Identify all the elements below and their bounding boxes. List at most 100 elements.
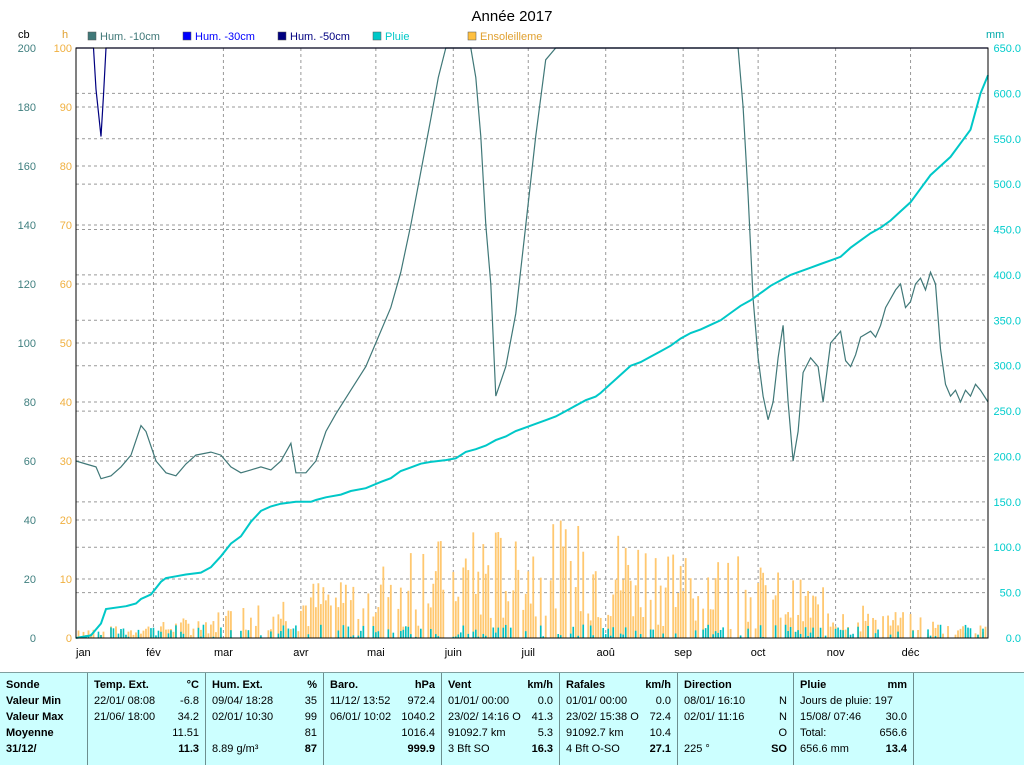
sunshine-bar xyxy=(289,629,292,638)
rain-bar xyxy=(127,636,130,638)
right-unit: mm xyxy=(986,29,1004,41)
sunshine-bar xyxy=(899,617,902,638)
rain-bar xyxy=(400,631,402,638)
hum-max-val: 99 xyxy=(304,711,317,723)
rain-bar xyxy=(982,628,984,638)
col-direction: Direction 08/01/ 16:10 N 02/01/ 11:16 N O … xyxy=(678,673,794,765)
sunshine-bar xyxy=(532,556,535,638)
y-left2-tick-label: 30 xyxy=(60,456,72,468)
sunshine-bar xyxy=(599,617,602,638)
sunshine-bar xyxy=(474,594,477,638)
vent-current: 16.3 xyxy=(531,743,553,755)
x-tick-label: oct xyxy=(751,647,766,659)
raf-max-date: 23/02/ 15:38 O xyxy=(566,711,639,723)
sunshine-bar xyxy=(147,626,150,638)
rain-bar xyxy=(837,627,839,638)
sunshine-bar xyxy=(894,612,897,638)
legend-label: Hum. -50cm xyxy=(290,31,350,43)
sunshine-bar xyxy=(190,635,192,638)
sunshine-bar xyxy=(217,612,220,638)
rain-bar xyxy=(662,633,664,638)
sunshine-bar xyxy=(617,535,620,638)
rain-bar xyxy=(430,629,432,638)
y-left2-tick-label: 90 xyxy=(60,102,72,114)
legend-swatch xyxy=(372,31,382,41)
rain-bar xyxy=(569,633,572,638)
y-right-tick-label: 650.0 xyxy=(993,43,1021,55)
rain-bar xyxy=(789,627,792,638)
sunshine-bar xyxy=(862,605,864,638)
sunshine-bar xyxy=(902,612,904,638)
rain-bar xyxy=(282,625,285,638)
y-left2-tick-label: 10 xyxy=(60,574,72,586)
rain-bar xyxy=(175,625,177,638)
rain-bar xyxy=(849,634,852,638)
sunshine-bar xyxy=(242,608,245,638)
rain-bar xyxy=(847,627,849,638)
rain-bar xyxy=(277,633,280,638)
y-right-tick-label: 0.0 xyxy=(1006,633,1021,645)
rain-bar xyxy=(717,632,719,638)
y-right-tick-label: 450.0 xyxy=(993,225,1021,237)
rain-bar xyxy=(392,632,395,638)
sunshine-bar xyxy=(145,628,147,638)
col-sonde: Sonde Valeur Min Valeur Max Moyenne 31/1… xyxy=(0,673,88,765)
rain-bar xyxy=(87,636,90,638)
sunshine-bar xyxy=(712,609,715,638)
sunshine-bar xyxy=(304,605,307,638)
y-left1-tick-label: 0 xyxy=(30,633,36,645)
pluie-title: Pluie xyxy=(800,679,827,691)
rain-bar xyxy=(337,630,340,638)
sunshine-bar xyxy=(632,616,635,638)
dir-title: Direction xyxy=(684,679,732,691)
dir-current: SO xyxy=(771,743,787,755)
sonde-date: 31/12/ xyxy=(6,743,37,755)
rain-bar xyxy=(459,632,462,638)
rain-bar xyxy=(967,627,969,638)
sunshine-bar xyxy=(334,597,337,638)
rain-bar xyxy=(604,634,607,638)
sunshine-bar xyxy=(947,626,949,638)
sunshine-bar xyxy=(324,600,327,638)
plot-frame xyxy=(75,47,989,639)
sunshine-bar xyxy=(609,616,612,638)
sunshine-bar xyxy=(549,580,552,638)
rain-bar xyxy=(619,633,622,638)
sunshine-bar xyxy=(959,628,962,638)
rain-bar xyxy=(612,627,615,638)
rain-bar xyxy=(834,628,837,638)
sunshine-bar xyxy=(774,595,777,638)
rain-bar xyxy=(712,634,714,638)
vent-max-date: 23/02/ 14:16 O xyxy=(448,711,521,723)
rain-bar xyxy=(572,626,575,638)
rain-bar xyxy=(592,635,595,638)
sunshine-bar xyxy=(714,578,717,638)
rain-bar xyxy=(155,635,157,638)
y-left1-tick-label: 60 xyxy=(24,456,36,468)
rain-bar xyxy=(964,624,967,638)
sunshine-bar xyxy=(344,584,347,638)
rain-bar xyxy=(787,630,789,638)
sunshine-bar xyxy=(684,558,687,638)
baro-min-val: 972.4 xyxy=(407,695,435,707)
rain-bar xyxy=(212,636,215,638)
sunshine-bar xyxy=(115,626,117,638)
sunshine-bar xyxy=(562,546,565,638)
sunshine-bar xyxy=(909,614,912,638)
sunshine-bar xyxy=(312,583,315,638)
sunshine-bar xyxy=(787,612,790,638)
rain-bar xyxy=(407,626,410,638)
legend: Hum. -10cm Hum. -30cm Hum. -50cm Pluie Ensol… xyxy=(87,31,542,43)
sunshine-bar xyxy=(215,632,217,638)
sunshine-bar xyxy=(979,625,982,638)
rain-bar xyxy=(969,628,972,638)
rain-bar xyxy=(927,629,929,638)
rain-bar xyxy=(415,636,417,638)
sunshine-bar xyxy=(692,598,695,638)
rain-bar xyxy=(150,628,152,638)
rain-bar xyxy=(377,631,380,638)
baro-unit: hPa xyxy=(414,679,435,691)
baro-max-date: 06/01/ 10:02 xyxy=(330,711,392,723)
rain-bar xyxy=(454,636,457,638)
rain-bar xyxy=(437,636,440,638)
